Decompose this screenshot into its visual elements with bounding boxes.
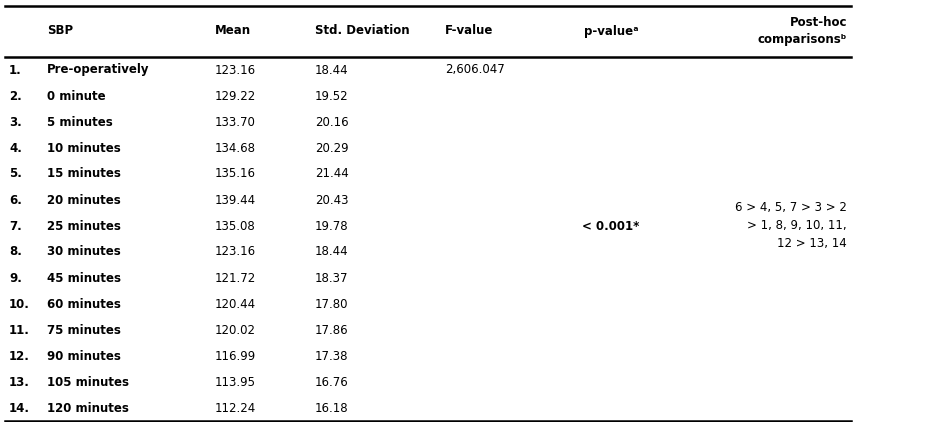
Text: 134.68: 134.68	[215, 141, 256, 154]
Text: 30 minutes: 30 minutes	[47, 246, 120, 259]
Text: 139.44: 139.44	[215, 194, 256, 206]
Text: 18.44: 18.44	[315, 63, 349, 76]
Text: 121.72: 121.72	[215, 271, 257, 284]
Text: 105 minutes: 105 minutes	[47, 376, 129, 389]
Text: 120.02: 120.02	[215, 324, 256, 336]
Text: 135.08: 135.08	[215, 219, 256, 233]
Text: 18.37: 18.37	[315, 271, 349, 284]
Text: 19.78: 19.78	[315, 219, 349, 233]
Text: 20 minutes: 20 minutes	[47, 194, 120, 206]
Text: 20.16: 20.16	[315, 116, 349, 129]
Text: 4.: 4.	[9, 141, 22, 154]
Text: Mean: Mean	[215, 24, 251, 38]
Text: 21.44: 21.44	[315, 168, 349, 181]
Text: 17.38: 17.38	[315, 349, 349, 362]
Text: 8.: 8.	[9, 246, 22, 259]
Text: 1.: 1.	[9, 63, 22, 76]
Text: SBP: SBP	[47, 24, 73, 38]
Text: 6 > 4, 5, 7 > 3 > 2
> 1, 8, 9, 10, 11,
12 > 13, 14: 6 > 4, 5, 7 > 3 > 2 > 1, 8, 9, 10, 11, 1…	[735, 201, 847, 251]
Text: 11.: 11.	[9, 324, 30, 336]
Text: 135.16: 135.16	[215, 168, 256, 181]
Text: 9.: 9.	[9, 271, 22, 284]
Text: 17.86: 17.86	[315, 324, 349, 336]
Text: 13.: 13.	[9, 376, 30, 389]
Text: 116.99: 116.99	[215, 349, 257, 362]
Text: 5.: 5.	[9, 168, 22, 181]
Text: 123.16: 123.16	[215, 246, 256, 259]
Text: 20.29: 20.29	[315, 141, 349, 154]
Text: 15 minutes: 15 minutes	[47, 168, 121, 181]
Text: 16.76: 16.76	[315, 376, 349, 389]
Text: 19.52: 19.52	[315, 89, 349, 103]
Text: F-value: F-value	[445, 24, 494, 38]
Text: 120 minutes: 120 minutes	[47, 401, 129, 414]
Text: 14.: 14.	[9, 401, 30, 414]
Text: 120.44: 120.44	[215, 298, 256, 311]
Text: 25 minutes: 25 minutes	[47, 219, 121, 233]
Text: 112.24: 112.24	[215, 401, 257, 414]
Text: 45 minutes: 45 minutes	[47, 271, 121, 284]
Text: 10 minutes: 10 minutes	[47, 141, 120, 154]
Text: 2,606.047: 2,606.047	[445, 63, 505, 76]
Text: Pre-operatively: Pre-operatively	[47, 63, 149, 76]
Text: < 0.001*: < 0.001*	[582, 219, 640, 233]
Text: 113.95: 113.95	[215, 376, 256, 389]
Text: 2.: 2.	[9, 89, 22, 103]
Text: 123.16: 123.16	[215, 63, 256, 76]
Text: 12.: 12.	[9, 349, 30, 362]
Text: 133.70: 133.70	[215, 116, 256, 129]
Text: 17.80: 17.80	[315, 298, 349, 311]
Text: 6.: 6.	[9, 194, 22, 206]
Text: 90 minutes: 90 minutes	[47, 349, 121, 362]
Text: Std. Deviation: Std. Deviation	[315, 24, 410, 38]
Text: 16.18: 16.18	[315, 401, 349, 414]
Text: p-valueᵃ: p-valueᵃ	[584, 24, 638, 38]
Text: 10.: 10.	[9, 298, 30, 311]
Text: 60 minutes: 60 minutes	[47, 298, 121, 311]
Text: 20.43: 20.43	[315, 194, 349, 206]
Text: Post-hoc
comparisonsᵇ: Post-hoc comparisonsᵇ	[758, 16, 847, 46]
Text: 129.22: 129.22	[215, 89, 257, 103]
Text: 18.44: 18.44	[315, 246, 349, 259]
Text: 5 minutes: 5 minutes	[47, 116, 113, 129]
Text: 7.: 7.	[9, 219, 22, 233]
Text: 0 minute: 0 minute	[47, 89, 105, 103]
Text: 3.: 3.	[9, 116, 22, 129]
Text: 75 minutes: 75 minutes	[47, 324, 121, 336]
